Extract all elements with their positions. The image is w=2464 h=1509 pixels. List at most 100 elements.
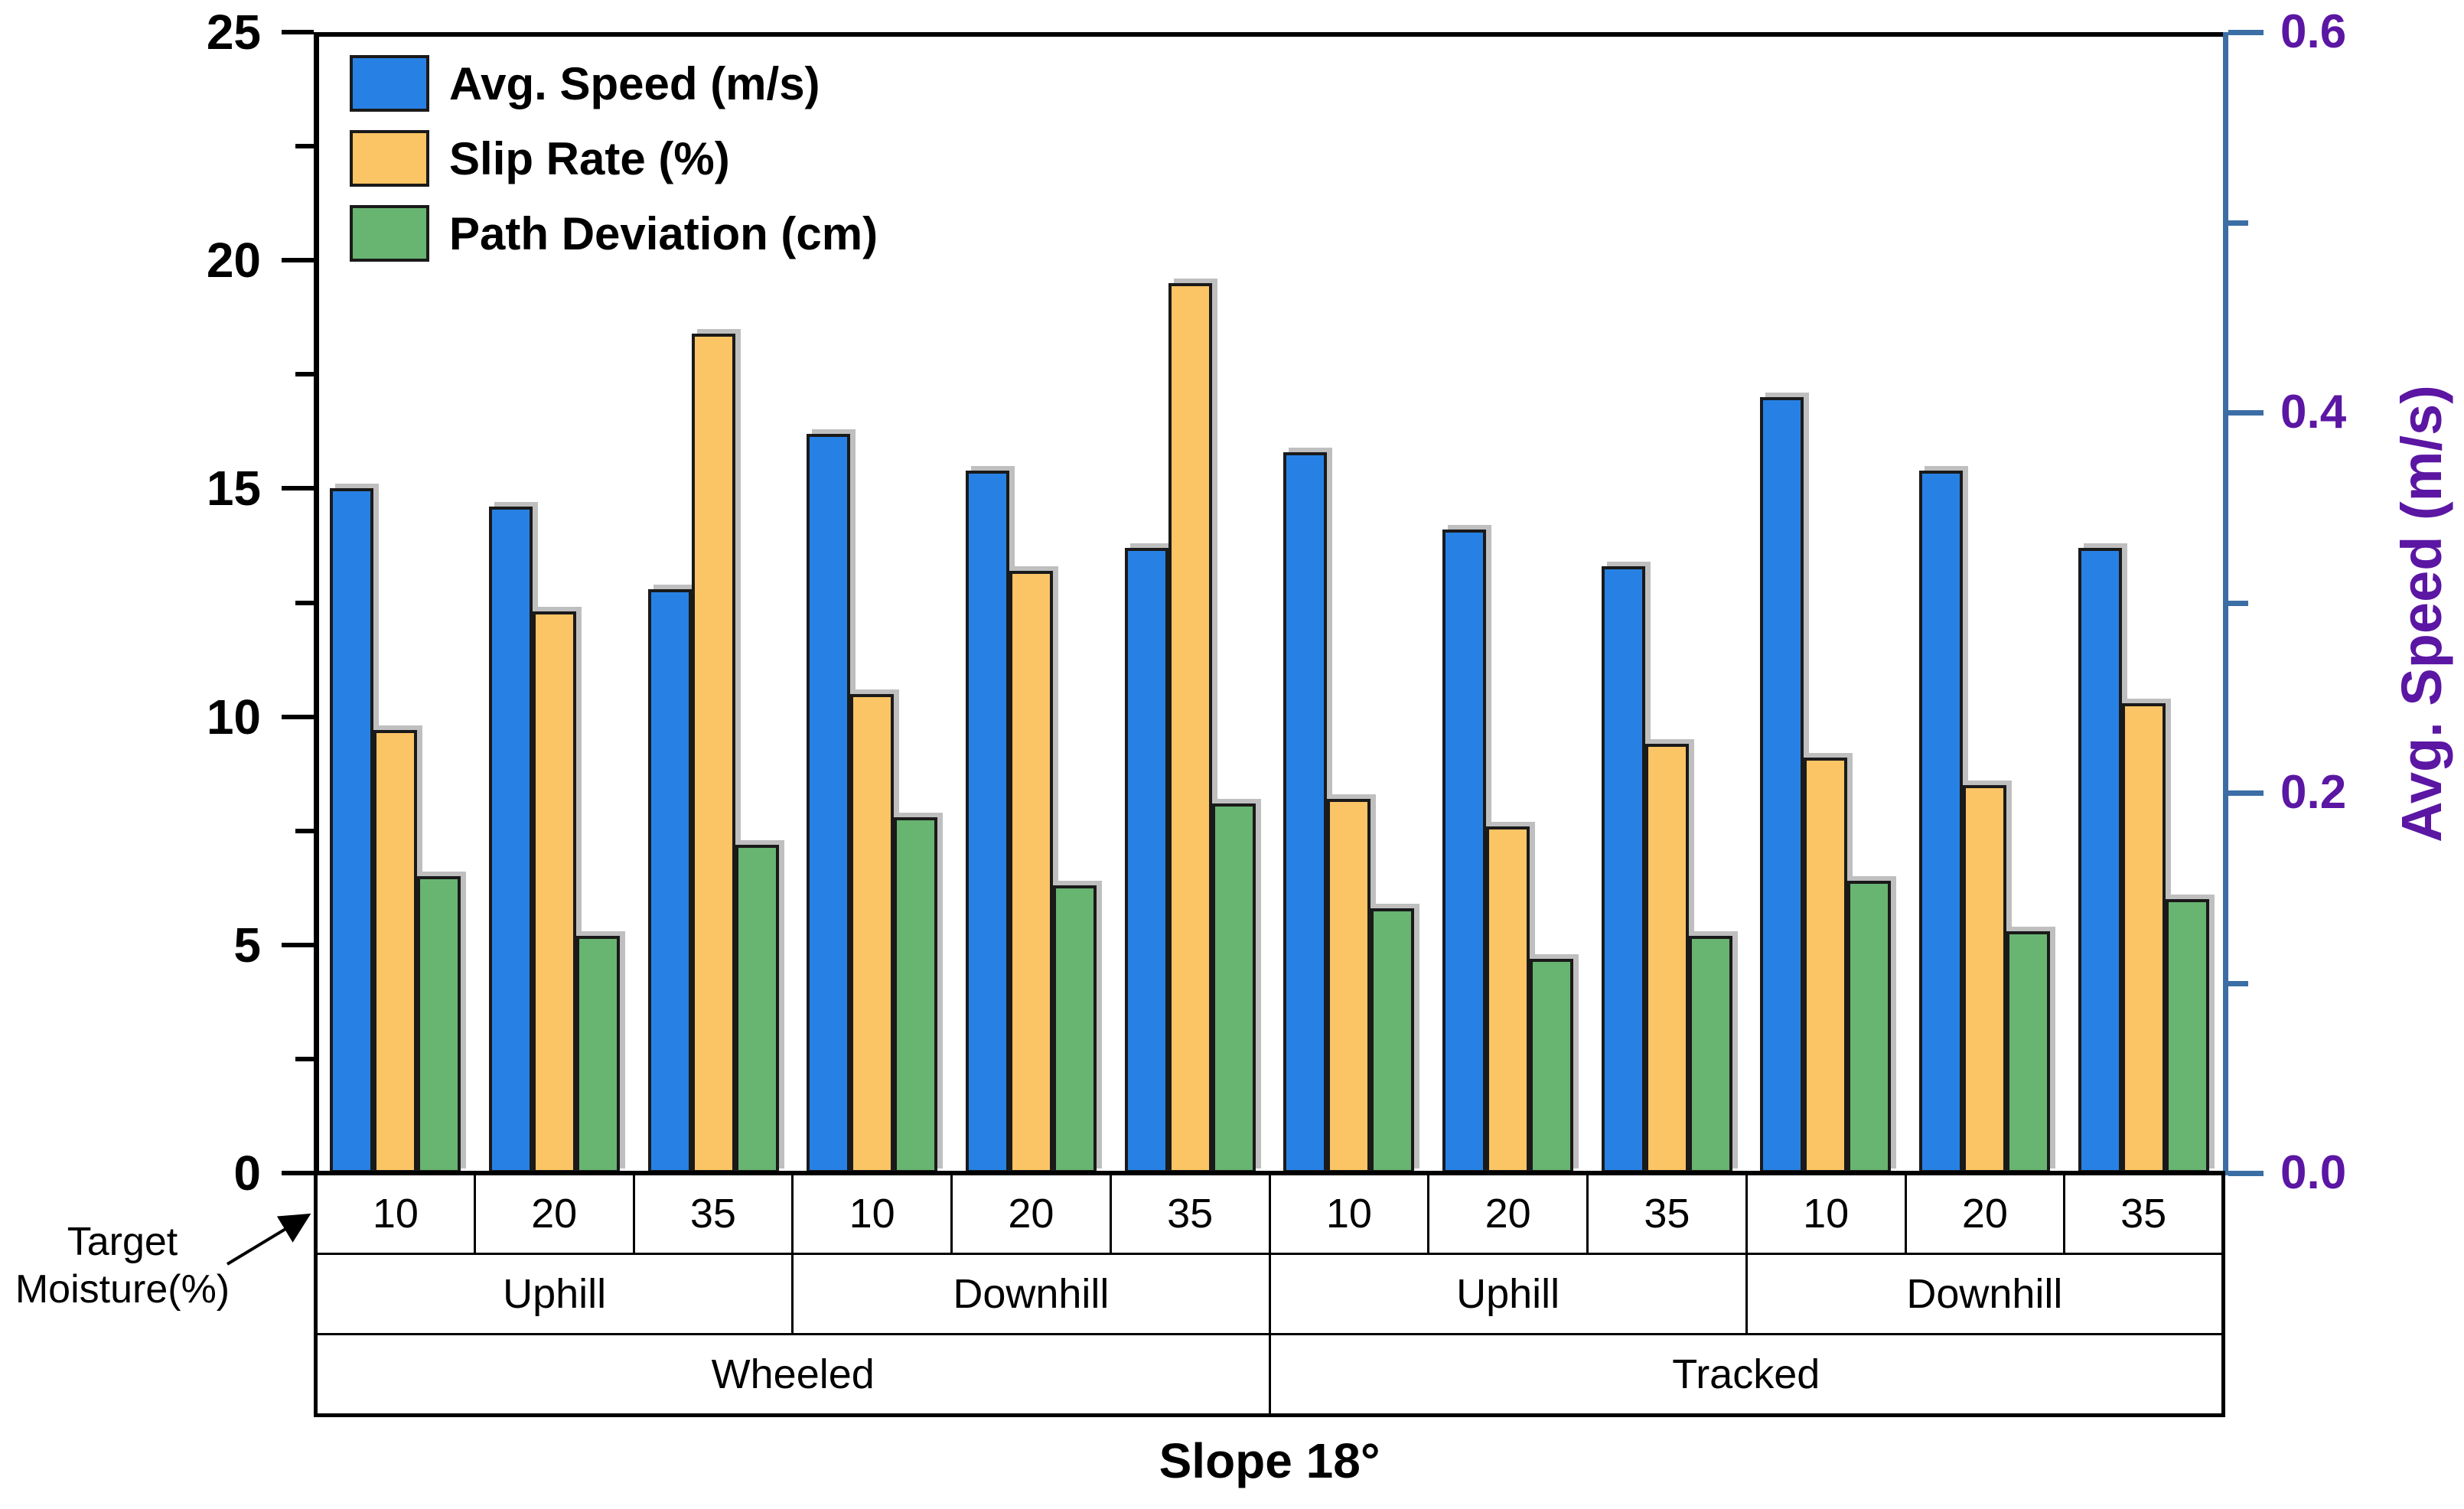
right-axis-tick — [2228, 30, 2264, 35]
path-deviation-cm-bar — [1053, 885, 1097, 1173]
left-axis-tick — [282, 486, 314, 491]
moisture-cell: 35 — [1586, 1172, 1748, 1255]
path-deviation-cm-bar — [1211, 803, 1256, 1173]
slip-rate-bar — [691, 333, 735, 1173]
avg-speed-m-s-bar — [1283, 451, 1328, 1173]
x-axis-header-line2: Moisture(%) — [15, 1267, 230, 1312]
left-axis-tick-label: 20 — [206, 233, 261, 288]
moisture-cell: 35 — [1109, 1172, 1271, 1255]
moisture-cell: 10 — [315, 1172, 476, 1255]
path-deviation-cm-bar — [417, 876, 461, 1173]
right-axis-line — [2223, 32, 2228, 1175]
right-axis-tick-label: 0.2 — [2280, 766, 2347, 819]
direction-cell: Uphill — [314, 1253, 794, 1335]
legend-label: Slip Rate (%) — [449, 133, 730, 184]
slip-rate-bar — [1486, 826, 1530, 1173]
left-axis-tick-label: 10 — [206, 689, 261, 745]
moisture-cell: 20 — [473, 1172, 635, 1255]
left-axis-tick — [282, 714, 314, 719]
slip-rate-bar — [1009, 570, 1053, 1173]
avg-speed-m-s-bar — [2078, 547, 2122, 1173]
left-axis-tick — [282, 1171, 314, 1175]
left-axis-tick — [295, 600, 314, 605]
category-table: 10 20 35 10 20 35 10 20 35 10 20 35 Uphill Downhill Up… — [314, 1171, 2225, 1417]
legend-item: Slip Rate (%) — [350, 130, 1038, 188]
slip-rate-bar — [1963, 785, 2006, 1173]
legend-label: Path Deviation (cm) — [449, 208, 878, 259]
moisture-cell: 20 — [1427, 1172, 1589, 1255]
avg-speed-m-s-bar — [1760, 397, 1804, 1173]
right-axis-tick — [2228, 220, 2248, 226]
left-axis-tick — [295, 372, 314, 377]
right-axis-title: Avg. Speed (m/s) — [2390, 385, 2453, 842]
legend-item: Avg. Speed (m/s) — [350, 55, 1038, 113]
avg-speed-m-s-bar — [807, 433, 851, 1173]
slip-rate-bar — [1804, 758, 1848, 1173]
left-axis-tick-label: 0 — [233, 1146, 261, 1201]
left-axis-tick — [282, 942, 314, 947]
slip-rate-bar — [1327, 798, 1371, 1173]
legend-swatch-path-deviation-cm — [350, 205, 429, 262]
top-axis-line — [314, 32, 2228, 37]
path-deviation-cm-bar — [1847, 881, 1892, 1173]
avg-speed-m-s-bar — [966, 470, 1009, 1173]
moisture-cell: 10 — [1745, 1172, 1907, 1255]
path-deviation-cm-bar — [576, 935, 620, 1173]
moisture-cell: 20 — [950, 1172, 1112, 1255]
slip-rate-bar — [850, 693, 895, 1173]
direction-cell: Uphill — [1268, 1253, 1748, 1335]
path-deviation-cm-bar — [1688, 935, 1732, 1173]
right-axis-tick — [2228, 600, 2248, 606]
slip-rate-bar — [533, 611, 576, 1173]
right-axis-tick — [2228, 980, 2248, 986]
left-axis-tick-label: 25 — [206, 5, 261, 60]
avg-speed-m-s-bar — [1124, 547, 1168, 1173]
avg-speed-m-s-bar — [330, 488, 374, 1173]
path-deviation-cm-bar — [2165, 899, 2209, 1173]
path-deviation-cm-bar — [894, 816, 938, 1173]
left-axis-tick-label: 5 — [233, 917, 261, 973]
right-axis-tick — [2228, 410, 2264, 416]
left-axis-tick — [282, 30, 314, 34]
right-axis-tick-label: 0.0 — [2280, 1146, 2347, 1199]
left-axis-tick — [295, 1056, 314, 1061]
right-axis-tick-label: 0.4 — [2280, 386, 2347, 438]
direction-cell: Downhill — [791, 1253, 1271, 1335]
avg-speed-m-s-bar — [647, 588, 692, 1173]
avg-speed-m-s-bar — [489, 507, 533, 1173]
path-deviation-cm-bar — [2006, 930, 2050, 1173]
moisture-cell: 35 — [632, 1172, 794, 1255]
left-axis-tick — [295, 828, 314, 833]
slip-rate-bar — [373, 730, 418, 1173]
right-axis-tick — [2228, 1171, 2264, 1176]
legend-item: Path Deviation (cm) — [350, 205, 1038, 263]
path-deviation-cm-bar — [1530, 958, 1573, 1173]
legend-swatch-slip-rate — [350, 130, 429, 187]
left-axis-line — [314, 32, 319, 1175]
slip-rate-bar — [1168, 283, 1212, 1173]
right-axis-tick-label: 0.6 — [2280, 5, 2347, 58]
moisture-cell: 20 — [1904, 1172, 2066, 1255]
vehicle-cell: Tracked — [1268, 1333, 2224, 1416]
legend-label: Avg. Speed (m/s) — [449, 58, 820, 109]
moisture-cell: 10 — [791, 1172, 953, 1255]
x-axis-header-label: Target Moisture(%) — [0, 1218, 245, 1313]
avg-speed-m-s-bar — [1919, 470, 1963, 1173]
x-axis-header-line1: Target — [67, 1220, 178, 1264]
vehicle-cell: Wheeled — [315, 1333, 1271, 1416]
chart-title: Slope 18° — [1159, 1433, 1380, 1488]
left-axis-tick-label: 15 — [206, 461, 261, 517]
avg-speed-m-s-bar — [1442, 530, 1486, 1173]
moisture-cell: 10 — [1268, 1172, 1430, 1255]
target-moisture-arrow-icon — [226, 1213, 311, 1266]
legend-swatch-avg-speed-m-s — [350, 55, 429, 112]
moisture-cell: 35 — [2063, 1172, 2224, 1255]
path-deviation-cm-bar — [735, 844, 779, 1173]
right-axis-tick — [2228, 790, 2264, 796]
slip-rate-bar — [1644, 744, 1689, 1173]
left-axis-tick — [282, 258, 314, 263]
direction-cell: Downhill — [1745, 1253, 2225, 1335]
slip-rate-bar — [2121, 702, 2166, 1173]
left-axis-tick — [295, 144, 314, 149]
